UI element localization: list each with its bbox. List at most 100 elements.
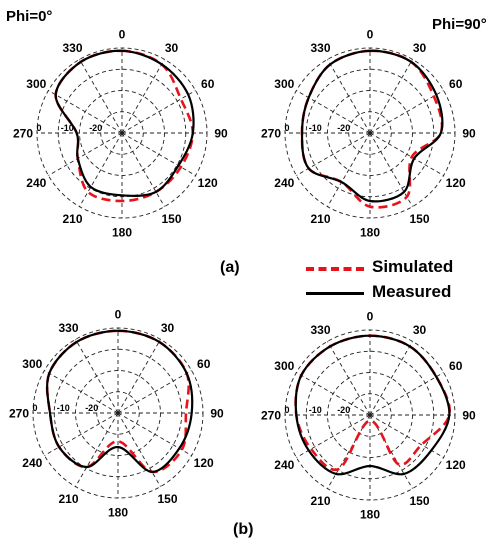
radial-tick-label: 0 [36, 123, 41, 133]
angle-tick-label: 150 [409, 212, 429, 226]
grid-spoke [44, 412, 119, 456]
grid-spoke [44, 370, 119, 414]
radial-tick-label: 0 [32, 403, 37, 413]
angle-tick-label: 240 [274, 458, 294, 472]
angle-tick-label: 60 [449, 359, 463, 373]
angle-tick-label: 0 [115, 308, 122, 322]
radial-tick-label: -10 [61, 123, 74, 133]
grid-spoke [48, 132, 123, 176]
angle-tick-label: 90 [462, 127, 476, 141]
panel-b-label: (b) [233, 521, 254, 538]
legend-label-simulated: Simulated [372, 257, 454, 276]
series-measured-line [54, 49, 195, 198]
angle-tick-label: 120 [194, 456, 214, 470]
phi-90-label: Phi=90° [432, 16, 487, 33]
angle-tick-label: 180 [360, 508, 380, 522]
legend-item-measured: Measured [302, 282, 502, 304]
radial-tick-label: 0 [284, 405, 289, 415]
angle-tick-label: 240 [274, 176, 294, 190]
grid-spoke [117, 412, 192, 456]
angle-tick-label: 60 [201, 77, 215, 91]
radial-tick-label: 0 [284, 123, 289, 133]
polar-chart-3: 0 30 60 90 120 150 180 210 240 270 300 330 0 -10 -20 [9, 308, 224, 520]
polar-chart-2: 0 30 60 90 120 150 180 210 240 270 300 330 0 -10 -20 [261, 28, 476, 240]
angle-tick-label: 330 [58, 321, 78, 335]
legend-swatch-measured [306, 292, 364, 295]
grid-spoke [79, 59, 123, 134]
polar-chart-1: 0 30 60 90 120 150 180 210 240 270 300 330 0 -10 -20 [13, 28, 228, 240]
radial-tick-label: -10 [309, 405, 322, 415]
grid-spoke [369, 372, 444, 416]
angle-tick-label: 150 [157, 492, 177, 506]
series-measured-line [294, 334, 451, 476]
grid-spoke [327, 59, 371, 134]
radial-tick-label: -20 [337, 123, 350, 133]
angle-tick-label: 30 [161, 321, 175, 335]
grid-spoke [296, 372, 371, 416]
grid-spoke [369, 59, 413, 134]
angle-tick-label: 150 [409, 494, 429, 508]
angle-tick-label: 240 [26, 176, 46, 190]
angle-tick-label: 240 [22, 456, 42, 470]
panel-a-label: (a) [220, 259, 240, 276]
radial-tick-label: -10 [309, 123, 322, 133]
radial-tick-label: -20 [89, 123, 102, 133]
angle-tick-label: 300 [26, 77, 46, 91]
angle-tick-label: 180 [112, 226, 132, 240]
legend-item-simulated: Simulated [302, 257, 502, 279]
angle-tick-label: 180 [108, 506, 128, 520]
angle-tick-label: 300 [274, 77, 294, 91]
radial-tick-label: -10 [57, 403, 70, 413]
angle-tick-label: 270 [261, 127, 281, 141]
angle-tick-label: 90 [462, 409, 476, 423]
radial-tick-label: -20 [85, 403, 98, 413]
grid-spoke [48, 90, 123, 134]
angle-tick-label: 90 [210, 407, 224, 421]
angle-tick-label: 30 [413, 323, 427, 337]
angle-tick-label: 210 [58, 492, 78, 506]
grid-spoke [296, 132, 371, 176]
angle-tick-label: 120 [198, 176, 218, 190]
angle-tick-label: 330 [310, 41, 330, 55]
grid-spoke [79, 132, 123, 207]
angle-tick-label: 330 [62, 41, 82, 55]
angle-tick-label: 60 [449, 77, 463, 91]
grid-spoke [117, 370, 192, 414]
angle-tick-label: 300 [274, 359, 294, 373]
series-measured-line [300, 49, 444, 203]
angle-tick-label: 0 [367, 28, 374, 42]
grid-spoke [121, 90, 196, 134]
angle-tick-label: 270 [9, 407, 29, 421]
series-measured-line [46, 329, 194, 474]
angle-tick-label: 30 [165, 41, 179, 55]
angle-tick-label: 180 [360, 226, 380, 240]
angle-tick-label: 330 [310, 323, 330, 337]
grid-spoke [117, 339, 161, 414]
radial-tick-label: -20 [337, 405, 350, 415]
grid-spoke [121, 59, 165, 134]
angle-tick-label: 300 [22, 357, 42, 371]
series-simulated-line [300, 49, 444, 209]
angle-tick-label: 150 [161, 212, 181, 226]
angle-tick-label: 210 [310, 212, 330, 226]
angle-tick-label: 120 [446, 458, 466, 472]
grid-spoke [121, 132, 165, 207]
legend: Simulated Measured [302, 255, 502, 305]
grid-spoke [121, 132, 196, 176]
phi-0-label: Phi=0° [6, 8, 53, 25]
grid-spoke [369, 132, 413, 207]
angle-tick-label: 90 [214, 127, 228, 141]
grid-spoke [75, 339, 119, 414]
grid-spoke [327, 132, 371, 207]
grid-spoke [117, 412, 161, 487]
angle-tick-label: 270 [261, 409, 281, 423]
angle-tick-label: 30 [413, 41, 427, 55]
angle-tick-label: 0 [119, 28, 126, 42]
angle-tick-label: 210 [310, 494, 330, 508]
angle-tick-label: 60 [197, 357, 211, 371]
legend-label-measured: Measured [372, 282, 452, 301]
angle-tick-label: 210 [62, 212, 82, 226]
grid-spoke [369, 132, 444, 176]
grid-spoke [75, 412, 119, 487]
